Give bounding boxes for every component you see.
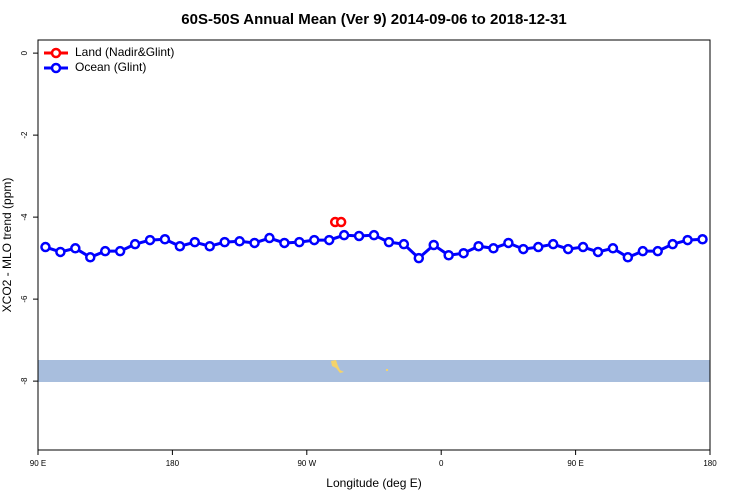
data-point bbox=[323, 234, 335, 246]
x-tick-label: 0 bbox=[439, 459, 444, 468]
y-tick-label: -4 bbox=[20, 213, 29, 221]
x-tick-label: 90 E bbox=[30, 459, 46, 468]
data-point bbox=[129, 238, 141, 250]
data-point bbox=[622, 252, 634, 263]
data-point bbox=[159, 234, 171, 245]
data-point bbox=[55, 246, 66, 258]
legend-label: Ocean (Glint) bbox=[75, 60, 146, 74]
data-point bbox=[682, 234, 693, 246]
data-point bbox=[533, 241, 544, 253]
data-point bbox=[667, 238, 678, 250]
data-point bbox=[368, 229, 380, 241]
data-point bbox=[264, 232, 275, 244]
x-tick-label: 90 E bbox=[567, 459, 583, 468]
data-point bbox=[697, 234, 708, 245]
map-land bbox=[331, 360, 344, 373]
data-point bbox=[353, 230, 365, 242]
data-point bbox=[518, 243, 529, 255]
data-point bbox=[443, 250, 454, 261]
data-point bbox=[114, 245, 126, 257]
chart-title: 60S-50S Annual Mean (Ver 9) 2014-09-06 t… bbox=[181, 11, 566, 28]
data-point bbox=[204, 240, 215, 252]
y-tick-label: -6 bbox=[20, 295, 29, 303]
data-point bbox=[338, 229, 350, 241]
data-point bbox=[40, 241, 51, 253]
legend-marker bbox=[50, 62, 62, 74]
data-point bbox=[473, 240, 484, 252]
data-point bbox=[85, 252, 96, 263]
plot-frame bbox=[37, 39, 711, 451]
data-point bbox=[70, 243, 81, 254]
data-point bbox=[249, 237, 260, 249]
data-point bbox=[413, 252, 425, 264]
legend-label: Land (Nadir&Glint) bbox=[75, 45, 174, 59]
data-point bbox=[503, 237, 514, 249]
x-axis-label: Longitude (deg E) bbox=[326, 476, 421, 490]
x-tick-label: 180 bbox=[166, 459, 180, 468]
data-point bbox=[383, 236, 395, 248]
data-point bbox=[234, 236, 245, 247]
x-tick-label: 90 W bbox=[297, 459, 316, 468]
data-point bbox=[652, 245, 663, 257]
data-point bbox=[637, 245, 649, 257]
y-tick-label: 0 bbox=[20, 50, 29, 55]
y-tick-label: -8 bbox=[20, 377, 29, 385]
data-point bbox=[547, 238, 559, 250]
data-point bbox=[488, 243, 499, 254]
data-point bbox=[99, 245, 111, 257]
y-tick-label: -2 bbox=[20, 131, 29, 139]
data-point bbox=[279, 237, 290, 249]
legend-marker bbox=[50, 47, 62, 59]
data-point bbox=[428, 239, 439, 251]
data-point bbox=[144, 234, 156, 246]
map-land bbox=[386, 369, 388, 371]
data-point bbox=[592, 246, 604, 258]
data-point bbox=[309, 234, 320, 246]
data-point bbox=[189, 236, 201, 248]
data-point bbox=[174, 240, 186, 252]
map-ocean bbox=[38, 360, 710, 382]
data-point bbox=[607, 243, 619, 254]
x-tick-label: 180 bbox=[703, 459, 717, 468]
data-point bbox=[398, 238, 410, 250]
data-point bbox=[335, 216, 347, 228]
data-point bbox=[458, 247, 469, 259]
y-axis-label: XCO2 - MLO trend (ppm) bbox=[0, 178, 14, 313]
data-point bbox=[294, 236, 305, 248]
data-point bbox=[562, 243, 574, 255]
data-point bbox=[577, 241, 589, 253]
data-point bbox=[219, 236, 230, 248]
